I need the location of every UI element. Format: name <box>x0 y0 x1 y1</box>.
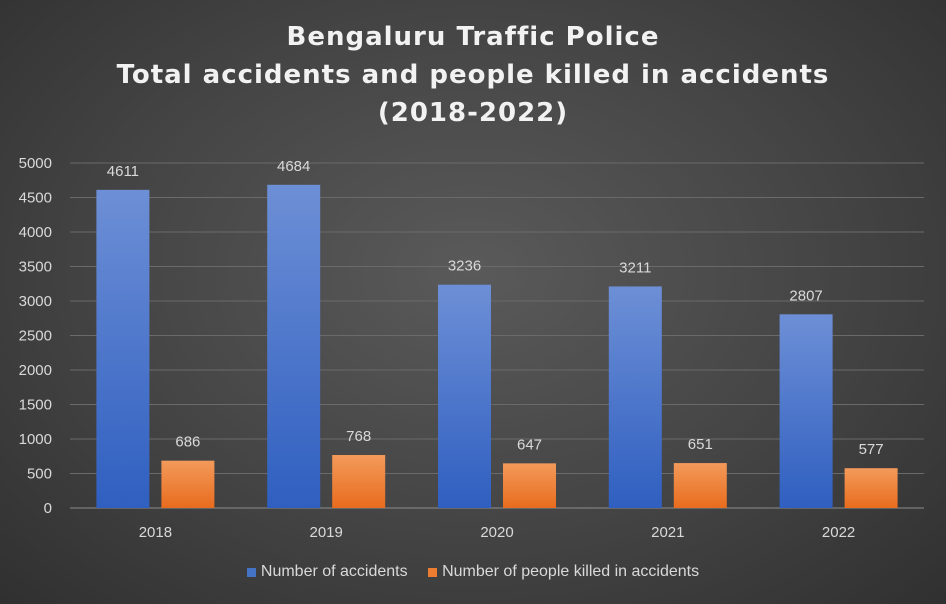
bar-killed <box>673 463 727 508</box>
y-tick-label: 4000 <box>19 224 52 241</box>
y-tick-label: 3500 <box>19 259 52 276</box>
x-tick-label: 2019 <box>310 524 343 541</box>
data-label: 4611 <box>107 163 139 180</box>
data-label: 3236 <box>448 258 481 275</box>
legend-label-accidents: Number of accidents <box>260 563 408 580</box>
bar-accidents <box>608 286 662 508</box>
bar-accidents <box>779 314 833 508</box>
chart-title: Bengaluru Traffic Police Total accidents… <box>0 18 946 132</box>
legend-label-killed: Number of people killed in accidents <box>442 563 700 580</box>
legend-swatch-accidents <box>246 567 256 577</box>
bar-accidents <box>96 189 150 508</box>
data-label: 4684 <box>277 158 310 175</box>
chart-title-line-3: (2018-2022) <box>377 98 569 128</box>
data-label: 768 <box>346 428 371 445</box>
legend: Number of accidents Number of people kil… <box>0 563 946 582</box>
data-labels: 4611 686 4684 768 3236 647 3211 651 2807 577 <box>107 158 884 458</box>
legend-item-accidents: Number of accidents <box>246 563 408 581</box>
y-tick-label: 1000 <box>19 431 52 448</box>
bar-killed <box>161 460 215 508</box>
data-label: 577 <box>859 441 884 458</box>
x-tick-label: 2021 <box>651 524 684 541</box>
chart-title-line-1: Bengaluru Traffic Police <box>286 22 660 52</box>
bars <box>96 184 898 508</box>
y-axis: 0 500 1000 1500 2000 2500 3000 3500 4000 4500 5000 <box>19 155 52 517</box>
data-label: 2807 <box>789 287 822 304</box>
x-axis: 2018 2019 2020 2021 2022 <box>139 524 856 541</box>
data-label: 3211 <box>619 259 651 276</box>
y-tick-label: 2000 <box>19 362 52 379</box>
y-tick-label: 0 <box>44 500 52 517</box>
y-tick-label: 1500 <box>19 397 52 414</box>
y-tick-label: 4500 <box>19 190 52 207</box>
chart-title-line-2: Total accidents and people killed in acc… <box>116 60 830 90</box>
y-tick-label: 5000 <box>19 155 52 172</box>
bar-killed <box>332 455 386 508</box>
bar-accidents <box>267 184 321 508</box>
y-tick-label: 3000 <box>19 293 52 310</box>
legend-item-killed: Number of people killed in accidents <box>428 563 699 581</box>
data-label: 651 <box>688 436 713 453</box>
data-label: 686 <box>175 434 200 451</box>
x-tick-label: 2018 <box>139 524 172 541</box>
y-tick-label: 500 <box>27 466 52 483</box>
x-tick-label: 2020 <box>480 524 513 541</box>
bar-killed <box>844 468 898 508</box>
x-tick-label: 2022 <box>822 524 855 541</box>
y-tick-label: 2500 <box>19 328 52 345</box>
legend-swatch-killed <box>428 567 438 577</box>
bar-accidents <box>438 284 491 508</box>
bar-killed <box>503 463 556 508</box>
data-label: 647 <box>517 436 542 453</box>
